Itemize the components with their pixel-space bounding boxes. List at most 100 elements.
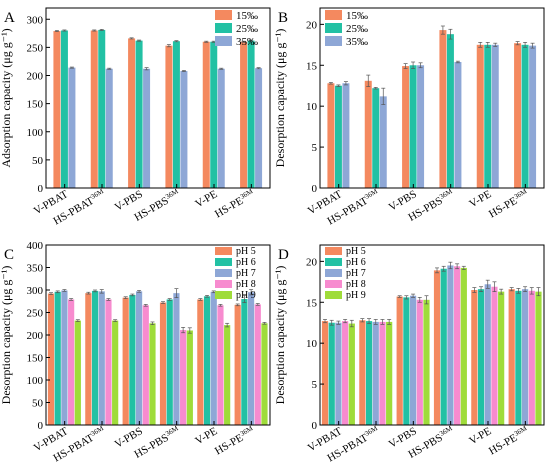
- bar-A-s2-c0: [68, 67, 76, 188]
- axes-frame-A: [45, 7, 271, 189]
- bar-C-s4-c3: [186, 330, 193, 425]
- legend-swatch-C-4: [215, 291, 232, 299]
- y-tick-label-D-0: 0: [312, 420, 318, 432]
- bar-B-s2-c2: [417, 65, 425, 188]
- bar-B-s1-c2: [409, 65, 417, 188]
- bar-D-s1-c5: [515, 290, 522, 425]
- bar-D-s0-c4: [471, 290, 478, 425]
- y-tick-label-D-3: 15: [306, 297, 318, 309]
- bar-D-s4-c3: [460, 267, 467, 425]
- bar-D-s3-c5: [528, 290, 535, 425]
- y-axis-label-C: Desorption capacity (μg g⁻¹): [0, 266, 13, 405]
- bar-D-s0-c5: [508, 289, 515, 425]
- y-tick-label-C-0: 0: [38, 420, 44, 432]
- legend-swatch-D-4: [325, 291, 342, 299]
- bar-D-s0-c1: [359, 320, 366, 425]
- axes-frame-B: [319, 7, 545, 189]
- bar-C-s0-c1: [85, 293, 92, 425]
- y-tick-label-C-8: 400: [27, 240, 44, 252]
- bar-C-s0-c2: [122, 297, 129, 425]
- bar-C-s2-c0: [61, 290, 68, 425]
- bar-C-s2-c5: [247, 292, 255, 425]
- bar-C-s4-c4: [224, 325, 231, 425]
- x-tick-label-sup: 36M: [438, 187, 454, 201]
- bar-D-s4-c2: [423, 299, 430, 425]
- legend-label-D-3: pH 8: [346, 279, 366, 290]
- bar-D-s2-c2: [409, 295, 417, 425]
- bar-C-s2-c2: [135, 291, 143, 425]
- bar-A-s1-c2: [135, 40, 143, 189]
- legend-label-C-2: pH 7: [236, 268, 256, 279]
- bar-D-s1-c3: [440, 268, 447, 425]
- y-tick-label-C-3: 150: [27, 353, 44, 365]
- x-tick-label-sup: 36M: [513, 187, 529, 201]
- bar-D-s4-c4: [498, 291, 505, 425]
- chart-panel-C: 050100150200250300350400V-PBATHS-PBAT36M…: [0, 240, 271, 465]
- x-tick-label-A-4: V-PE: [193, 188, 220, 210]
- legend-label-C-1: pH 6: [236, 257, 256, 268]
- bar-A-s1-c0: [60, 30, 68, 188]
- legend-label-C-3: pH 8: [236, 279, 256, 290]
- y-tick-label-B-2: 10: [306, 101, 318, 113]
- x-tick-label-sup: 36M: [513, 424, 529, 438]
- x-tick-label-D-4: V-PE: [467, 425, 494, 447]
- bar-C-s0-c3: [159, 302, 167, 425]
- bar-B-s0-c0: [327, 83, 335, 188]
- bar-C-s1-c1: [91, 290, 99, 425]
- bar-A-s1-c5: [247, 40, 255, 189]
- bar-C-s0-c0: [47, 293, 55, 425]
- bar-A-s0-c3: [165, 45, 173, 188]
- bar-C-s3-c0: [68, 299, 75, 425]
- legend-label-D-4: pH 9: [346, 290, 366, 301]
- bar-D-s4-c1: [386, 321, 393, 425]
- bar-C-s3-c4: [217, 305, 224, 425]
- bar-D-s3-c1: [379, 321, 386, 425]
- y-tick-label-C-2: 100: [27, 375, 44, 387]
- legend-swatch-C-1: [215, 258, 232, 266]
- legend-label-B-2: 35‰: [346, 36, 368, 48]
- bar-D-s0-c3: [433, 270, 441, 425]
- bar-C-s3-c5: [254, 304, 261, 425]
- y-tick-label-A-3: 150: [27, 99, 44, 111]
- legend-swatch-C-3: [215, 280, 232, 288]
- bar-D-s4-c5: [535, 291, 542, 425]
- bar-D-s1-c0: [328, 322, 335, 425]
- bar-A-s0-c0: [53, 31, 61, 189]
- bar-B-s1-c4: [484, 44, 492, 188]
- y-tick-label-C-4: 200: [27, 330, 44, 342]
- legend-swatch-D-2: [325, 269, 342, 277]
- x-tick-label-sup: 36M: [438, 424, 454, 438]
- x-tick-label-sup: 36M: [239, 424, 255, 438]
- x-tick-label-base: V-PE: [467, 188, 494, 210]
- x-tick-label-base: V-PE: [193, 188, 220, 210]
- bar-D-s2-c1: [372, 321, 379, 425]
- legend-label-D-2: pH 7: [346, 268, 366, 279]
- legend-swatch-D-1: [325, 258, 342, 266]
- legend-swatch-B-0: [325, 10, 342, 20]
- bar-D-s2-c5: [521, 289, 529, 425]
- bar-C-s0-c5: [234, 304, 241, 425]
- bar-C-s2-c4: [210, 291, 217, 425]
- bar-D-s0-c0: [321, 321, 329, 425]
- y-tick-label-A-5: 250: [27, 42, 44, 54]
- axes-frame-D: [319, 244, 545, 426]
- y-tick-label-D-1: 5: [312, 379, 318, 391]
- legend-swatch-B-1: [325, 23, 342, 33]
- x-tick-label-sup: 36M: [90, 187, 106, 201]
- x-tick-label-sup: 36M: [164, 424, 180, 438]
- bar-C-s1-c5: [241, 299, 248, 425]
- bar-D-s2-c4: [484, 284, 491, 425]
- bar-A-s2-c1: [105, 68, 113, 188]
- bar-A-s1-c4: [210, 41, 218, 188]
- bar-D-s1-c2: [403, 297, 410, 425]
- bar-B-s1-c0: [334, 85, 342, 188]
- x-tick-label-sup: 36M: [164, 187, 180, 201]
- legend-swatch-A-2: [215, 36, 232, 46]
- y-tick-label-C-5: 250: [27, 308, 44, 320]
- bar-D-s4-c0: [348, 323, 355, 425]
- legend-label-D-0: pH 5: [346, 246, 366, 257]
- legend-label-D-1: pH 6: [346, 257, 366, 268]
